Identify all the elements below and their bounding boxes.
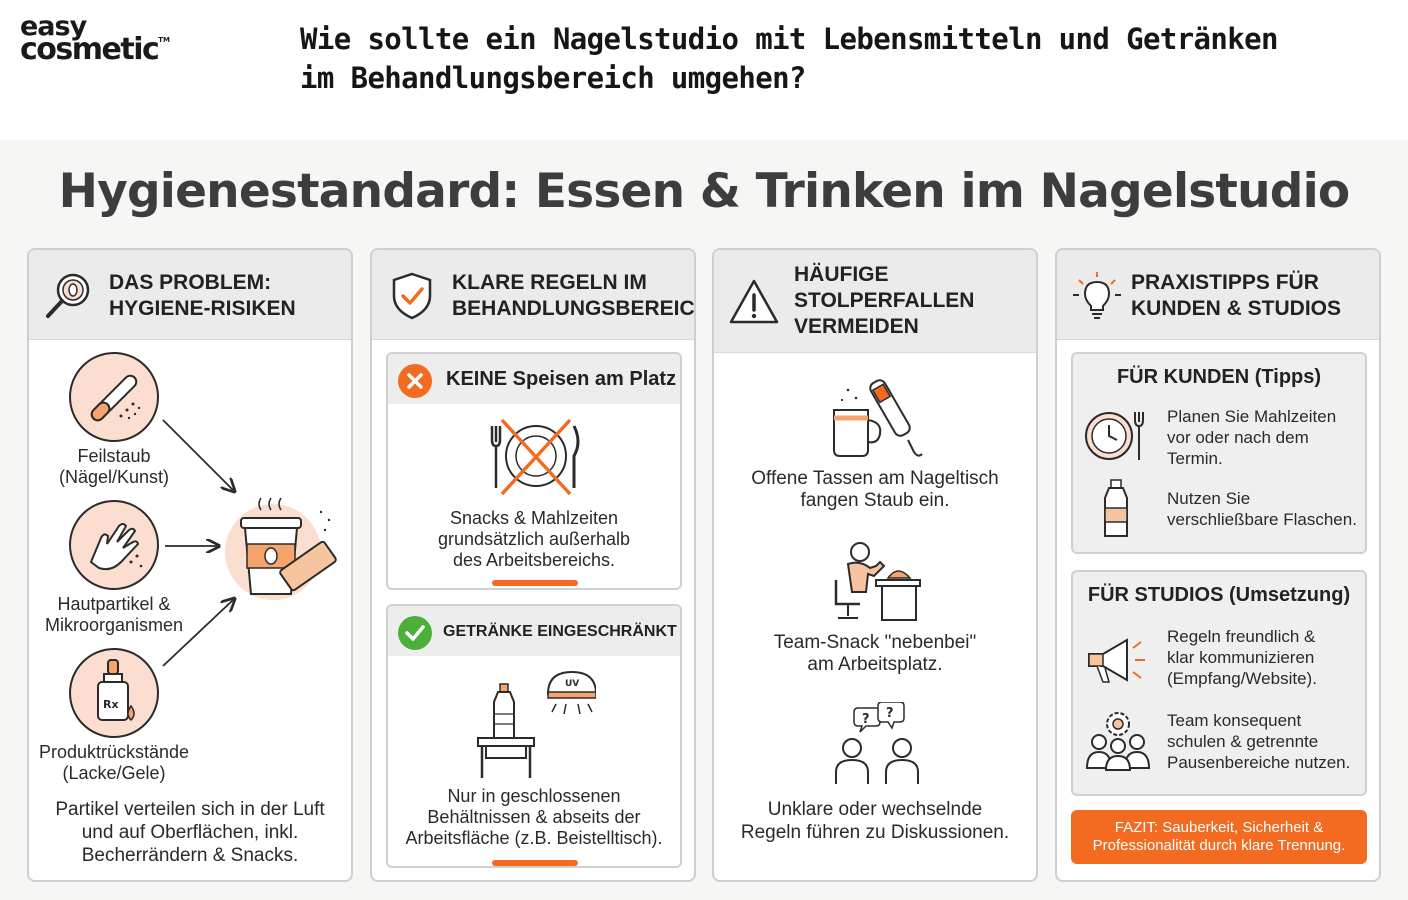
question-heading: Wie sollte ein Nagelstudio mit Lebensmit…	[300, 20, 1300, 98]
magnifier-nail-icon	[43, 270, 95, 322]
risk-label-line2: (Lacke/Gele)	[62, 763, 166, 783]
people-question-icon: ? ?	[832, 702, 928, 786]
close-icon	[398, 364, 432, 398]
arrows-icon	[162, 419, 239, 667]
problem-footer-line3: Becherrändern & Snacks.	[81, 845, 299, 866]
tip-text-line2: klar kommunizieren	[1167, 648, 1315, 667]
pitfall-text-line2: am Arbeitsplatz.	[807, 654, 943, 675]
tip-text-line1: Regeln freundlich &	[1167, 627, 1316, 646]
problem-footer-line2: und auf Oberflächen, inkl.	[81, 822, 299, 843]
rule-text-line1: Nur in geschlossenen	[447, 786, 621, 806]
rule-text-line3: Arbeitsfläche (z.B. Beistelltisch).	[405, 828, 663, 848]
column-title-line3: VERMEIDEN	[794, 315, 919, 338]
column-tips: PRAXISTIPPS FÜR KUNDEN & STUDIOS FÜR KUN…	[1055, 248, 1381, 882]
tip-text-line3: Pausenbereiche nutzen.	[1167, 753, 1351, 772]
rule-no-food: KEINE Speisen am Platz Snacks & Mahlzeit…	[386, 352, 682, 590]
brand-trademark: TM	[158, 36, 171, 45]
nail-file-icon	[69, 352, 159, 442]
brand-line2: cosmetic	[20, 32, 160, 68]
column-title-line2: HYGIENE-RISIKEN	[109, 297, 296, 320]
tips-studios-title: FÜR STUDIOS (Umsetzung)	[1087, 584, 1351, 606]
hand-icon	[69, 500, 159, 590]
column-header: PRAXISTIPPS FÜR KUNDEN & STUDIOS	[1057, 250, 1379, 340]
rule-text-line2: Behältnissen & abseits der	[427, 807, 641, 827]
risk-label-line1: Hautpartikel &	[57, 594, 171, 614]
tip-text-line2: vor oder nach dem	[1167, 428, 1309, 447]
rule-drinks: GETRÄNKE EINGESCHRÄNKT UV	[386, 604, 682, 868]
question-line2: im Behandlungsbereich umgehen?	[300, 61, 806, 95]
mug-drill-icon	[826, 370, 926, 460]
brand-logo: easy cosmeticTM	[20, 11, 180, 65]
rule-title: GETRÄNKE EINGESCHRÄNKT	[443, 623, 677, 640]
column-title-line1: KLARE REGELN IM	[452, 271, 647, 294]
clock-fork-icon	[1083, 408, 1153, 464]
risk-label-line1: Feilstaub	[77, 446, 151, 466]
tip-text-line3: Termin.	[1167, 449, 1223, 468]
megaphone-icon	[1083, 632, 1149, 688]
warning-icon	[728, 276, 780, 328]
rule-text-line2: grundsätzlich außerhalb	[437, 529, 631, 549]
rule-text-line1: Snacks & Mahlzeiten	[449, 508, 619, 528]
tips-studios: FÜR STUDIOS (Umsetzung) Regeln freundlic…	[1071, 570, 1367, 796]
svg-text:?: ?	[886, 706, 894, 721]
column-title-line2: BEHANDLUNGSBEREICH	[452, 297, 696, 320]
conclusion-line2: Professionalität durch klare Trennung.	[1092, 837, 1346, 854]
column-title-line2: KUNDEN & STUDIOS	[1131, 297, 1342, 320]
uv-label: UV	[565, 679, 579, 689]
column-title-line2: STOLPERFALLEN	[794, 289, 975, 312]
tips-customers: FÜR KUNDEN (Tipps) Planen Sie Mahlzeiten…	[1071, 352, 1367, 554]
tip-text-line3: (Empfang/Website).	[1167, 669, 1317, 688]
coffee-snack-icon	[225, 490, 343, 610]
person-eating-icon	[830, 540, 924, 622]
accent-bar	[492, 860, 578, 866]
column-header: KLARE REGELN IM BEHANDLUNGSBEREICH	[372, 250, 694, 340]
rule-text-line3: des Arbeitsbereichs.	[452, 550, 616, 570]
tip-text-line2: verschließbare Flaschen.	[1167, 510, 1357, 529]
pitfall-text-line2: fangen Staub ein.	[800, 490, 950, 511]
pitfall-text-line1: Unklare oder wechselnde	[767, 799, 983, 820]
tip-text-line1: Team konsequent	[1167, 711, 1302, 730]
question-line1: Wie sollte ein Nagelstudio mit Lebensmit…	[300, 22, 1278, 56]
tip-text-line1: Planen Sie Mahlzeiten	[1167, 407, 1337, 426]
tip-text-line2: schulen & getrennte	[1167, 732, 1319, 751]
rule-header	[388, 354, 680, 404]
infographic: Hygienestandard: Essen & Trinken im Nage…	[0, 140, 1408, 900]
tip-text-line1: Nutzen Sie	[1167, 489, 1251, 508]
rule-header	[388, 606, 680, 656]
team-gear-icon	[1083, 710, 1153, 772]
water-bottle-icon	[1101, 478, 1131, 540]
column-title-line1: DAS PROBLEM:	[109, 271, 272, 294]
check-icon	[398, 616, 432, 650]
tips-customers-title: FÜR KUNDEN (Tipps)	[1116, 366, 1322, 388]
column-rules: KLARE REGELN IM BEHANDLUNGSBEREICH KEINE…	[370, 248, 696, 882]
risk-label-line2: (Nägel/Kunst)	[58, 467, 170, 487]
conclusion-line1: FAZIT: Sauberkeit, Sicherheit &	[1114, 819, 1324, 836]
pitfall-text-line1: Offene Tassen am Nageltisch	[751, 468, 999, 489]
conclusion-banner: FAZIT: Sauberkeit, Sicherheit & Professi…	[1071, 810, 1367, 864]
shield-check-icon	[386, 270, 438, 322]
problem-footer-line1: Partikel verteilen sich in der Luft	[55, 799, 325, 820]
brand-line1: easy	[20, 11, 87, 42]
lightbulb-icon	[1071, 270, 1123, 322]
no-food-icon	[488, 412, 584, 502]
bottle-icon: Rx	[69, 648, 159, 738]
column-header: DAS PROBLEM: HYGIENE-RISIKEN	[29, 250, 351, 340]
svg-text:?: ?	[862, 712, 870, 727]
column-pitfalls: HÄUFIGE STOLPERFALLEN VERMEIDEN Offene T…	[712, 248, 1038, 882]
bottle-table-icon: UV	[472, 664, 596, 780]
column-problem: DAS PROBLEM: HYGIENE-RISIKEN Feilstaub (…	[27, 248, 353, 882]
column-title-line1: HÄUFIGE	[794, 263, 889, 286]
risk-label-line2: Mikroorganismen	[44, 615, 184, 635]
rule-title: KEINE Speisen am Platz	[446, 368, 677, 390]
infographic-title: Hygienestandard: Essen & Trinken im Nage…	[58, 164, 1351, 219]
risk-label-line1: Produktrückstände	[38, 742, 190, 762]
pitfall-text-line2: Regeln führen zu Diskussionen.	[740, 822, 1010, 843]
column-title-line1: PRAXISTIPPS FÜR	[1131, 271, 1319, 294]
svg-text:Rx: Rx	[103, 698, 119, 711]
column-header: HÄUFIGE STOLPERFALLEN VERMEIDEN	[714, 250, 1036, 353]
pitfall-text-line1: Team-Snack "nebenbei"	[773, 632, 977, 653]
accent-bar	[492, 580, 578, 586]
